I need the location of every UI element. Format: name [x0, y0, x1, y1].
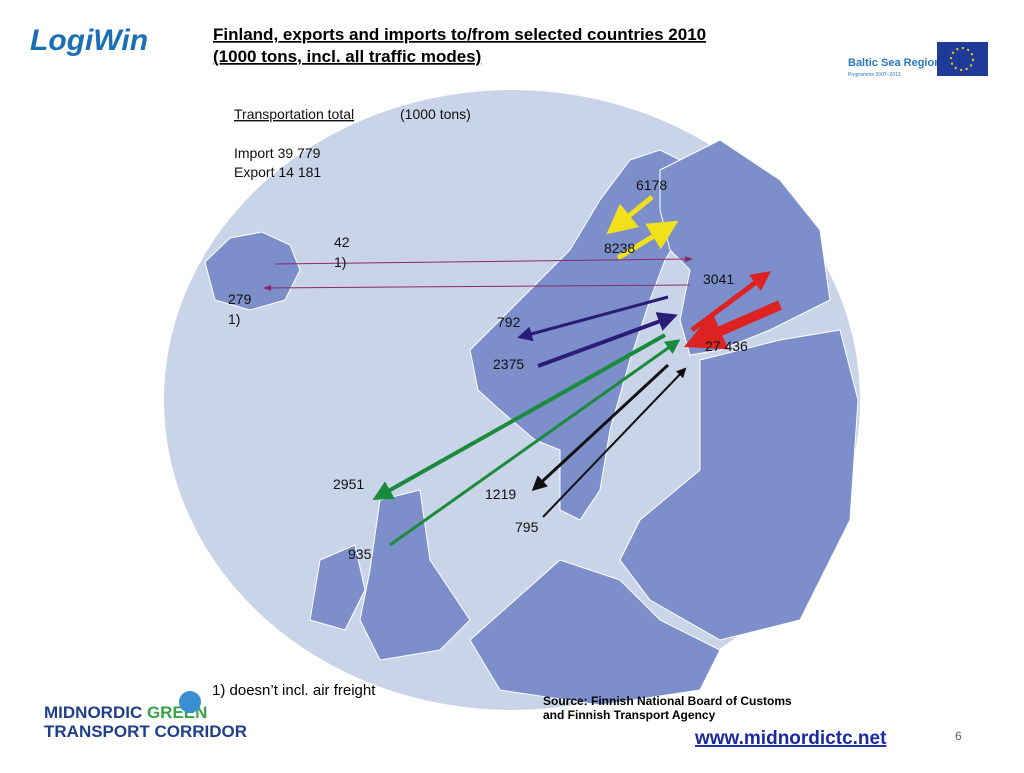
footnote: 1) doesn’t incl. air freight — [212, 682, 376, 699]
flow-label: 8238 — [604, 240, 635, 256]
arrow — [263, 284, 691, 291]
arrow — [389, 339, 681, 547]
arrow — [274, 256, 693, 265]
flow-label: 2375 — [493, 356, 524, 372]
flow-label: 6178 — [636, 177, 667, 193]
flow-arrows — [263, 195, 783, 547]
corridor-globe — [179, 691, 201, 713]
arrow — [517, 295, 669, 342]
flow-label: 2951 — [333, 476, 364, 492]
arrow — [616, 220, 679, 261]
flow-label: 3041 — [703, 271, 734, 287]
eu-stars — [950, 47, 974, 71]
flow-label: 279 — [228, 291, 252, 307]
title: Finland, exports and imports to/from sel… — [213, 25, 706, 44]
summary-heading: Transportation total — [234, 106, 354, 122]
arrow — [531, 363, 670, 492]
flow-label: 935 — [348, 546, 372, 562]
land — [204, 139, 859, 706]
summary-export: Export 14 181 — [234, 164, 321, 180]
flow-label: 42 — [334, 234, 350, 250]
partner-logo-sub: Programme 2007–2013 — [848, 72, 901, 78]
source: and Finnish Transport Agency — [543, 708, 716, 722]
flow-label: 795 — [515, 519, 539, 535]
page-number: 6 — [955, 729, 962, 743]
arrow — [683, 300, 783, 350]
arrow — [542, 367, 687, 518]
logo: LogiWin — [30, 24, 148, 57]
partner-logo: Baltic Sea Region — [848, 57, 941, 69]
summary-heading-unit: (1000 tons) — [400, 106, 471, 122]
flow-note: 1) — [334, 254, 346, 270]
url-link[interactable]: www.midnordictc.net — [694, 728, 887, 749]
flow-label: 792 — [497, 314, 521, 330]
source: Source: Finnish National Board of Custom… — [543, 694, 792, 708]
flow-label: 1219 — [485, 486, 516, 502]
title: (1000 tons, incl. all traffic modes) — [213, 47, 481, 66]
arrow — [537, 312, 678, 368]
arrow — [606, 195, 654, 235]
flow-note: 1) — [228, 311, 240, 327]
summary-import: Import 39 779 — [234, 145, 321, 161]
corridor-logo: TRANSPORT CORRIDOR — [44, 722, 247, 741]
arrow — [372, 333, 666, 500]
flow-label: 27 436 — [705, 338, 748, 354]
